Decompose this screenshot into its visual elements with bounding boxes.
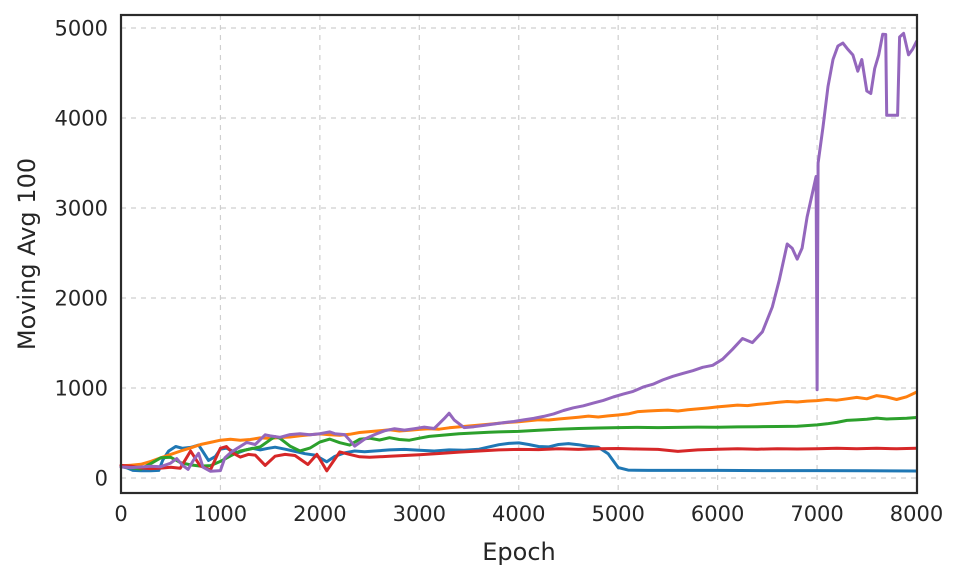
y-tick-label: 2000	[55, 287, 108, 311]
x-tick-label: 2000	[293, 502, 346, 526]
x-tick-label: 3000	[393, 502, 446, 526]
x-tick-label: 5000	[591, 502, 644, 526]
series-line-red	[119, 445, 918, 473]
y-tick-label: 5000	[55, 17, 108, 41]
x-axis-label: Epoch	[482, 538, 556, 566]
y-tick-label: 0	[95, 467, 108, 491]
series-line-green	[119, 416, 918, 471]
y-tick-label: 3000	[55, 197, 108, 221]
y-tick-label: 4000	[55, 107, 108, 131]
x-tick-label: 8000	[890, 502, 943, 526]
series-line-purple	[119, 31, 918, 473]
plot-border	[119, 13, 919, 495]
x-tick-label: 7000	[790, 502, 843, 526]
x-tick-label: 6000	[691, 502, 744, 526]
y-axis-label: Moving Avg 100	[13, 157, 41, 351]
x-tick-label: 4000	[492, 502, 545, 526]
y-tick-label: 1000	[55, 377, 108, 401]
x-tick-label: 1000	[194, 502, 247, 526]
x-tick-label: 0	[114, 502, 127, 526]
